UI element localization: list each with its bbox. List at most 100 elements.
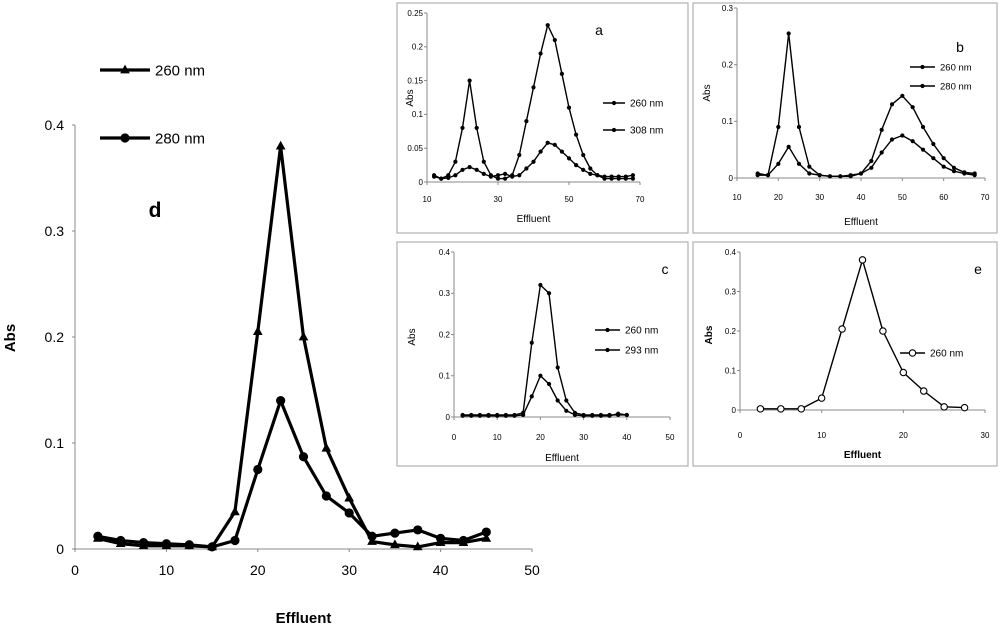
panel-b-y-tick-label: 0.3 [722, 4, 734, 13]
panel-b-data-point [931, 156, 936, 161]
panel-a-data-point [581, 167, 586, 172]
panel-c-data-point [555, 398, 560, 403]
panel-b-data-point [765, 173, 771, 178]
panel-c-data-point [624, 412, 629, 418]
panel-a-y-tick-label: 0.1 [412, 110, 424, 119]
panel-d-data-point [390, 539, 400, 549]
chart-layer: 0 0.1 0.2 0.3 0.4 0 10 20 30 40 50 Effluent Abs d 260 … [2, 4, 990, 626]
panel-c-data-point [529, 394, 534, 399]
panel-c-data-point [546, 291, 552, 296]
panel-d-data-point [207, 542, 217, 552]
panel-d-x-tick-label: 20 [250, 562, 266, 578]
panel-a-x-tick-label: 30 [494, 195, 503, 204]
panel-a-data-point [517, 152, 522, 158]
panel-d-data-point [184, 540, 194, 550]
panel-d-data-point [321, 491, 331, 501]
panel-a-data-point [495, 173, 501, 178]
panel-c-data-point [486, 413, 491, 418]
panel-c-y-tick-label: 0.3 [439, 289, 451, 298]
panel-e-x-tick-label: 30 [981, 431, 990, 440]
panel-e-x-tick-label: 10 [817, 431, 826, 440]
panel-b-data-point [951, 169, 957, 174]
panel-b-x-tick-label: 70 [981, 193, 990, 202]
panel-d-data-point [230, 535, 240, 546]
panel-a-data-point [574, 132, 579, 137]
panel-a-data-point [432, 174, 437, 179]
panel-c-data-point [460, 413, 465, 418]
panel-d-legend-label: 280 nm [155, 130, 205, 147]
panel-c-data-point [572, 412, 578, 418]
panel-d-data-point [138, 538, 149, 548]
panel-b-x-tick-label: 50 [898, 193, 907, 202]
panel-a-data-point [467, 78, 472, 83]
panel-a-data-point [481, 171, 486, 176]
panel-b-x-tick-label: 20 [774, 193, 783, 202]
panel-a-data-point [595, 173, 600, 178]
panel-b-series-line [757, 134, 975, 178]
panel-d-y-tick-label: 0.3 [45, 223, 65, 239]
panel-d-data-point [344, 492, 355, 502]
panel-b-data-point [889, 137, 895, 142]
panel-a-data-point [531, 159, 536, 164]
panel-b-data-point [796, 161, 802, 166]
panel-b-data-point [920, 147, 926, 152]
panel-d-y-tick-label: 0.4 [45, 117, 65, 133]
panel-a-data-point [460, 125, 465, 131]
panel-c-data-point [538, 373, 543, 378]
panel-e-frame [692, 241, 998, 467]
panel-a-data-point [453, 159, 458, 164]
panel-c-data-point [555, 365, 560, 370]
panel-d-data-point [390, 528, 400, 538]
panel-e-data-point [797, 405, 805, 413]
panel-b-data-point [869, 165, 874, 170]
panel-a-data-point [545, 23, 550, 28]
panel-d-data-point [275, 140, 286, 150]
panel-a-data-point [538, 149, 543, 154]
panel-c-data-point [607, 413, 612, 418]
panel-b-legend-marker [920, 83, 925, 89]
panel-e-legend-label: 260 nm [930, 349, 963, 360]
panel-b-legend-label: 260 nm [940, 62, 972, 73]
panel-d-data-point [116, 535, 126, 546]
panel-d-data-point [230, 506, 240, 516]
panel-b-frame [692, 2, 998, 234]
panel-d-x-tick-label: 30 [341, 562, 357, 578]
panel-d-y-tick-label: 0.2 [45, 329, 65, 345]
panel-e-data-point [940, 403, 948, 411]
panel-a-y-tick-label: 0.15 [407, 76, 423, 85]
panel-b-x-tick-label: 30 [815, 193, 824, 202]
chart-panel-a: 0 0.05 0.1 0.15 0.2 0.25 10 30 50 70 Effluent Abs a 2… [405, 9, 663, 225]
panel-d-data-point [344, 508, 354, 518]
panel-a-data-point [588, 166, 593, 171]
panel-a-y-tick-label: 0.25 [407, 9, 423, 18]
panel-c-y-tick-label: 0.2 [439, 330, 451, 339]
panel-a-legend-marker [611, 100, 617, 106]
panel-e-x-tick-label: 0 [738, 431, 743, 440]
panel-b-y-axis-label: Abs [702, 84, 713, 101]
panel-c-data-point [538, 282, 543, 288]
panel-c-y-tick-label: 0.4 [439, 248, 451, 257]
panel-a-data-point [545, 140, 550, 145]
chart-panel-e: 0 0.1 0.2 0.3 0.4 0 10 20 30 Effluent Abs e 260 nm [704, 248, 990, 461]
panel-a-data-point [602, 174, 607, 179]
panel-d-x-axis-label: Effluent [276, 610, 332, 626]
panel-b-data-point [941, 156, 946, 161]
panel-b-data-point [869, 158, 874, 164]
panel-c-x-tick-label: 0 [452, 433, 457, 442]
panel-b-data-point [951, 165, 957, 170]
panel-a-data-point [552, 37, 557, 43]
panel-d-data-point [481, 527, 491, 537]
chart-panel-b: 0 0.1 0.2 0.3 10 20 30 40 50 60 70 Effluent Abs b 260 … [702, 4, 990, 228]
panel-a-data-point [474, 167, 479, 172]
panel-b-data-point [941, 164, 946, 169]
chart-panel-c: 0 0.1 0.2 0.3 0.4 0 10 20 30 40 50 Effluent Abs c 260 … [407, 248, 675, 464]
panel-c-label: c [662, 261, 669, 277]
panel-a-data-point [616, 174, 621, 179]
panel-a-label: a [595, 22, 603, 38]
panel-d-legend-marker [120, 64, 130, 74]
panel-a-legend-label: 308 nm [630, 126, 663, 137]
panel-e-data-point [879, 327, 887, 335]
panel-e-y-tick-label: 0.1 [725, 366, 737, 375]
panel-d-data-point [298, 452, 309, 462]
panel-b-data-point [910, 139, 915, 144]
